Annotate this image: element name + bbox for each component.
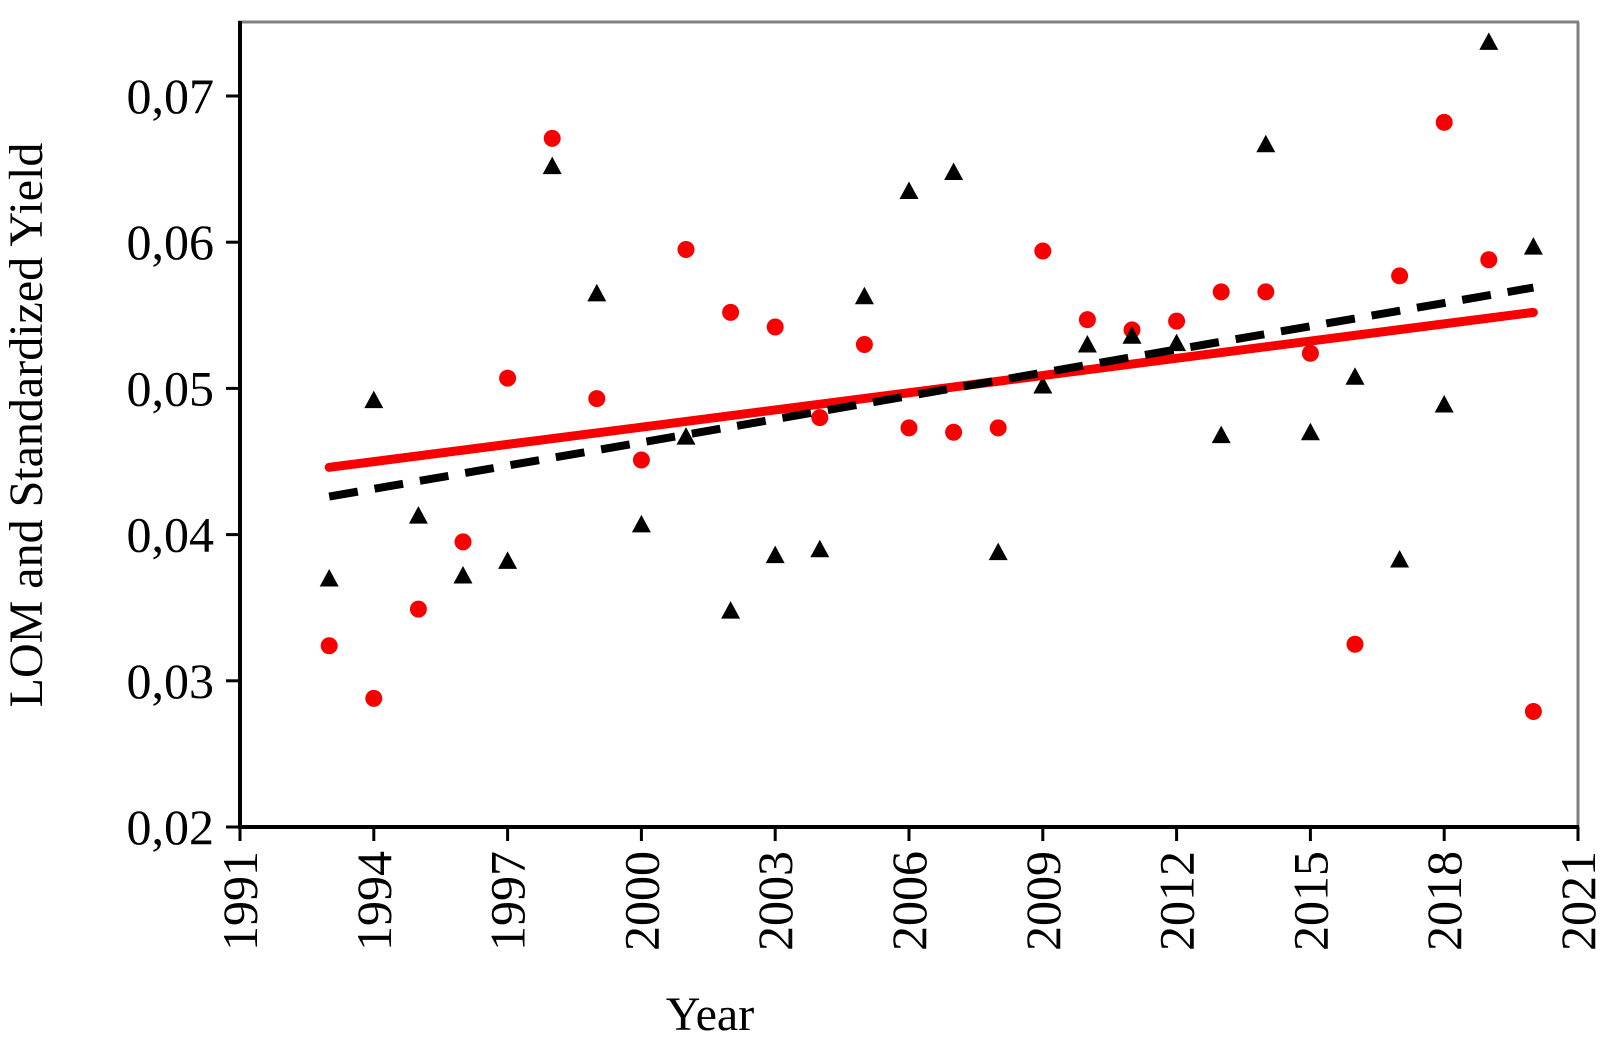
data-point-triangle [408,506,428,524]
data-point-triangle [319,568,339,587]
data-point-circle [1257,283,1275,301]
y-tick-label: 0,02 [127,799,215,855]
data-point-circle [1078,311,1096,329]
trend-lines [324,283,1538,501]
data-point-circle [677,241,695,259]
x-tick-label: 2006 [881,851,937,951]
data-point-triangle [1345,367,1365,385]
y-tick-label: 0,06 [127,214,215,270]
data-point-triangle [1479,32,1499,50]
data-point-triangle [1256,134,1276,153]
data-point-circle [499,369,517,387]
data-point-triangle [498,551,518,569]
data-point-triangle [1077,335,1097,353]
x-tick-label: 2018 [1416,851,1472,951]
data-point-triangle [542,156,562,175]
data-point-circle [543,129,561,147]
data-point-triangle [1033,375,1053,394]
data-point-circle [1524,703,1542,721]
y-axis-title: LOM and Standardized Yield [0,143,53,708]
data-point-triangle [1523,237,1543,255]
data-point-circle [365,689,383,707]
data-point-triangle [944,162,964,181]
data-point-circle [1301,344,1319,362]
data-point-triangle [453,566,473,584]
data-point-circle [1391,267,1409,285]
data-point-circle [811,409,829,427]
data-point-circle [1480,251,1498,269]
data-point-triangle [1300,422,1320,441]
data-point-circle [722,303,740,321]
data-point-circle [588,390,606,408]
data-point-circle [1435,113,1453,131]
data-point-triangle [988,542,1008,561]
data-point-circle [1034,242,1052,260]
data-point-triangle [631,514,651,533]
data-point-circle [1346,635,1364,653]
x-tick-label: 1991 [212,851,268,951]
data-point-triangle [765,545,785,564]
data-point-triangle [810,539,830,558]
y-tick-label: 0,07 [127,68,215,124]
data-point-triangle [1211,425,1231,444]
data-point-circle [945,423,963,441]
y-tick-label: 0,04 [127,507,215,563]
y-tick-label: 0,03 [127,653,215,709]
data-point-circle [766,318,784,336]
x-tick-label: 2003 [747,851,803,951]
data-point-circle [989,419,1007,437]
data-point-triangle [854,286,874,305]
data-point-circle [320,637,338,655]
data-markers [319,32,1543,721]
data-point-circle [409,600,427,618]
data-point-triangle [1390,549,1410,568]
black-dashed-trend-line [328,283,1535,501]
data-point-triangle [1434,394,1454,413]
x-tick-label: 2012 [1149,851,1205,951]
data-point-circle [1212,283,1230,301]
x-tick-label: 2015 [1282,851,1338,951]
data-point-triangle [587,283,607,302]
x-axis-title: Year [666,988,754,1041]
x-tick-label: 2000 [613,851,669,951]
data-point-triangle [676,427,696,445]
data-point-circle [1168,312,1186,330]
x-tick-label: 2021 [1550,851,1606,951]
data-point-circle [454,533,472,551]
data-point-triangle [1122,326,1142,344]
data-point-triangle [721,601,741,619]
data-point-circle [900,419,918,437]
x-tick-label: 2009 [1015,851,1071,951]
x-tick-label: 1994 [346,851,402,951]
y-tick-label: 0,05 [127,360,215,416]
data-point-circle [632,451,650,469]
data-point-circle [855,336,873,354]
data-point-triangle [899,181,919,200]
data-point-triangle [364,390,384,409]
x-tick-label: 1997 [480,851,536,951]
